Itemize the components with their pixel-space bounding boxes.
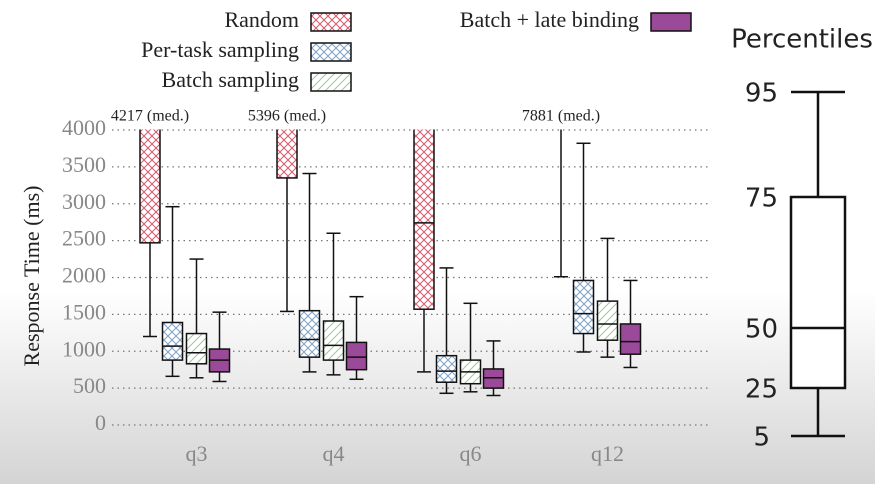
legend-swatch (310, 42, 352, 62)
y-tick-label: 3500 (62, 152, 106, 177)
key-label: 95 (745, 79, 778, 109)
legend-label: Batch sampling (162, 67, 299, 92)
key-box (789, 195, 847, 390)
y-tick-label: 0 (95, 410, 106, 435)
box (161, 321, 184, 361)
x-tick-label: q6 (460, 441, 482, 466)
key-label: 50 (745, 315, 778, 345)
box (596, 300, 619, 341)
legend-label: Per-task sampling (141, 37, 299, 62)
legend-swatch (310, 12, 352, 32)
box (298, 309, 321, 358)
x-tick-label: q4 (323, 441, 345, 466)
y-tick-label: 4000 (62, 115, 106, 140)
key-label: 5 (753, 423, 770, 453)
box (276, 129, 298, 179)
box (572, 279, 595, 335)
y-axis-label: Response Time (ms) (19, 186, 44, 367)
box (322, 320, 345, 361)
legend-label: Random (224, 7, 299, 32)
y-tick-label: 1500 (62, 299, 106, 324)
y-tick-label: 500 (73, 373, 106, 398)
y-tick-label: 2500 (62, 226, 106, 251)
median-label: 7881 (med.) (522, 108, 600, 125)
key-label: 75 (745, 184, 778, 214)
box (619, 323, 642, 355)
x-tick-label: q3 (186, 441, 208, 466)
x-tick-label: q12 (591, 441, 624, 466)
legend-label: Batch + late binding (460, 7, 639, 32)
y-tick-label: 1000 (62, 336, 106, 361)
box (139, 129, 161, 244)
percentile-key: Percentiles 95 75 50 25 5 (731, 25, 873, 453)
box (413, 129, 435, 310)
y-tick-label: 3000 (62, 189, 106, 214)
median-label: 5396 (med.) (248, 108, 326, 125)
box (435, 354, 458, 383)
box (185, 332, 208, 365)
box (345, 341, 368, 371)
y-tick-label: 2000 (62, 263, 106, 288)
legend-swatch (650, 12, 692, 32)
legend-swatch (310, 72, 352, 92)
plot-area (139, 129, 642, 397)
key-title: Percentiles (731, 25, 873, 55)
key-label: 25 (745, 375, 778, 405)
median-label: 4217 (med.) (111, 108, 189, 125)
